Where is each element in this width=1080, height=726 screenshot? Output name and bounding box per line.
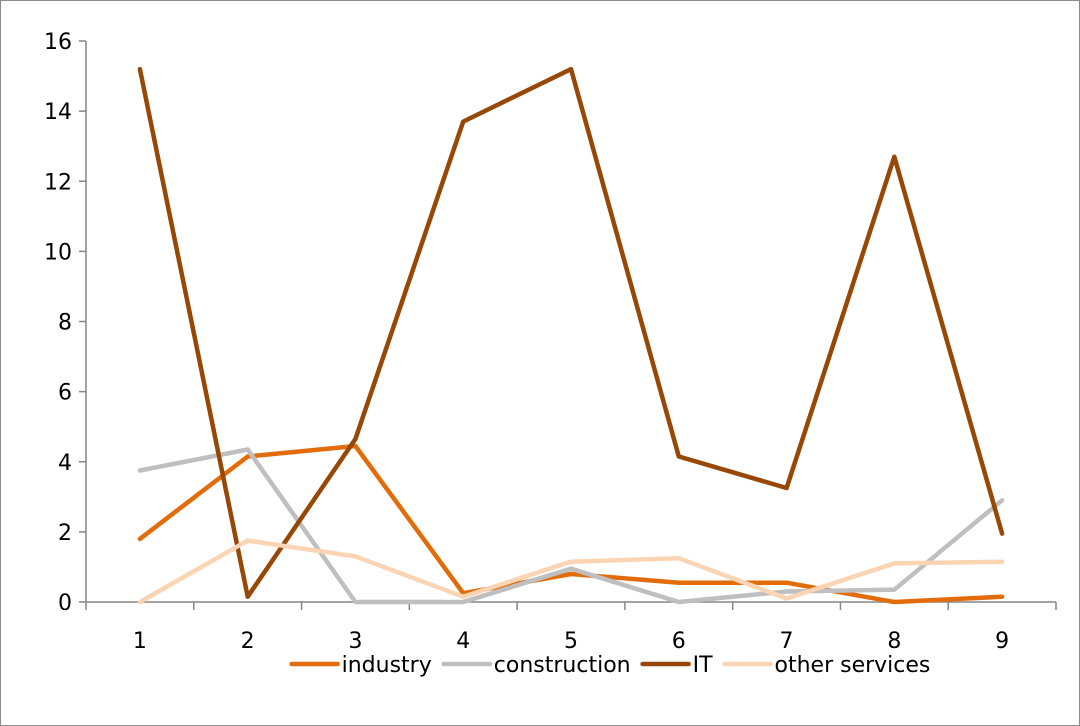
legend: industry construction IT other services bbox=[289, 653, 931, 678]
legend-label: other services bbox=[775, 653, 931, 678]
series-line-other-services bbox=[137, 538, 1005, 605]
y-tick-label: 4 bbox=[58, 451, 72, 476]
y-tick-label: 2 bbox=[58, 521, 72, 546]
series-line-it bbox=[137, 66, 1005, 599]
x-tick-label: 2 bbox=[241, 629, 255, 654]
x-tick-label: 6 bbox=[672, 629, 686, 654]
legend-label: industry bbox=[342, 653, 432, 678]
x-tick-label: 1 bbox=[133, 629, 147, 654]
y-tick-label: 8 bbox=[58, 311, 72, 336]
series-line-industry bbox=[137, 443, 1005, 605]
series-layer bbox=[137, 66, 1005, 605]
y-tick-label: 14 bbox=[44, 100, 72, 125]
x-tick-label: 9 bbox=[995, 629, 1009, 654]
legend-item: construction bbox=[441, 653, 631, 678]
x-tick-label: 3 bbox=[348, 629, 362, 654]
legend-item: IT bbox=[640, 653, 713, 678]
x-tick-label: 4 bbox=[456, 629, 470, 654]
y-tick-label: 0 bbox=[58, 591, 72, 616]
legend-item: other services bbox=[722, 653, 931, 678]
legend-label: construction bbox=[494, 653, 631, 678]
y-tick-label: 12 bbox=[44, 170, 72, 195]
x-tick-label: 7 bbox=[780, 629, 794, 654]
y-tick-label: 16 bbox=[44, 30, 72, 55]
legend-label: IT bbox=[693, 653, 713, 678]
y-tick-label: 6 bbox=[58, 381, 72, 406]
x-tick-label: 8 bbox=[887, 629, 901, 654]
legend-item: industry bbox=[289, 653, 432, 678]
y-tick-label: 10 bbox=[44, 240, 72, 265]
x-tick-label: 5 bbox=[564, 629, 578, 654]
series-line-construction bbox=[137, 447, 1005, 605]
